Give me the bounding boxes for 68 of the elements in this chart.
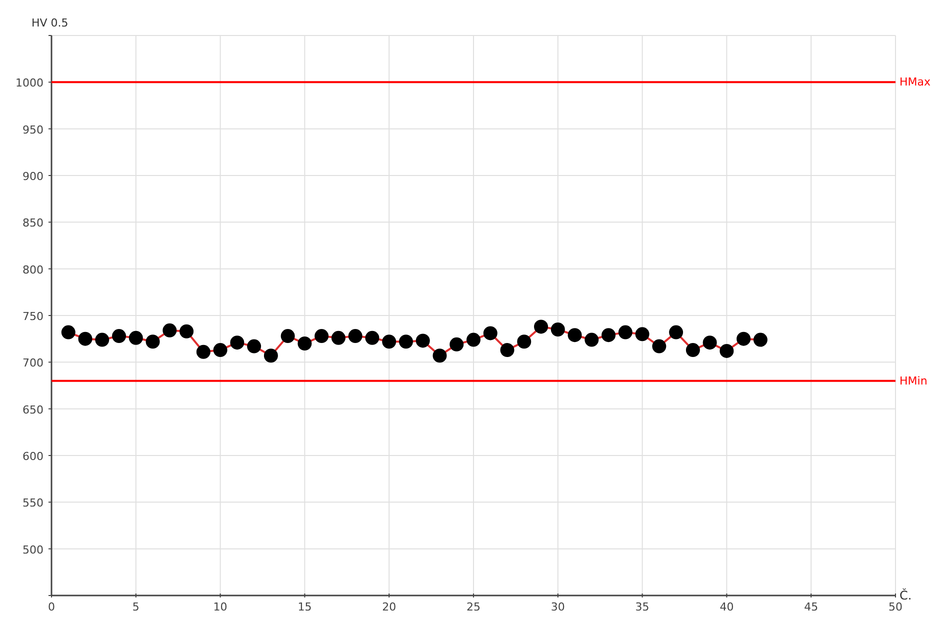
point [247,339,262,354]
point [483,326,498,340]
x-tick-label: 30 [550,600,565,614]
y-tick-label: 500 [22,543,44,556]
x-tick-label: 40 [720,600,734,614]
ref-line-label: HMin [900,374,928,388]
point [550,322,565,336]
ref-line-label: HMax [900,76,932,89]
x-tick-label: 50 [888,600,902,614]
y-tick-label: 750 [22,310,44,323]
point [736,332,751,346]
point [95,332,110,347]
y-tick-label: 850 [22,216,44,230]
point [61,325,76,340]
point [500,343,514,358]
point [382,334,396,349]
point [720,344,734,358]
point [230,336,244,350]
y-tick-label: 550 [22,496,44,510]
x-tick-label: 10 [213,600,228,614]
x-tick-label: 25 [466,600,480,614]
point [314,329,329,344]
point [753,332,768,347]
x-axis-title: Č. [900,588,912,602]
x-tick-label: 15 [298,600,312,614]
point [466,332,480,347]
x-tick-label: 0 [48,600,55,614]
point [196,344,210,359]
y-tick-label: 650 [22,403,44,416]
x-tick-label: 35 [635,600,650,614]
y-tick-label: 900 [22,170,44,183]
point [517,334,532,349]
y-tick-label: 800 [22,263,44,276]
point [162,323,177,338]
y-tick-label: 700 [22,356,44,370]
y-tick-label: 950 [22,123,44,136]
point [652,339,666,354]
point [213,343,228,358]
point [180,324,194,338]
x-tick-label: 45 [804,600,818,614]
point [432,348,447,363]
y-tick-label: 600 [22,450,44,463]
point [146,334,160,349]
point [602,328,616,342]
x-tick-label: 20 [382,600,396,614]
point [264,348,278,363]
y-tick-label: 1000 [16,76,44,90]
point [128,330,143,345]
point [348,329,362,344]
y-axis-title: HV 0.5 [32,16,68,30]
point [398,334,413,349]
x-tick-label: 5 [132,600,140,614]
point [331,330,346,345]
point [635,327,650,342]
point [450,337,464,352]
point [78,332,92,346]
point [618,325,632,340]
point [534,320,548,334]
point [416,334,430,348]
point [669,325,684,340]
point [686,343,700,358]
point [584,332,599,347]
point [112,329,126,344]
point [702,336,717,350]
point [298,336,312,350]
point [568,328,582,342]
point [280,329,295,344]
point [365,330,380,345]
